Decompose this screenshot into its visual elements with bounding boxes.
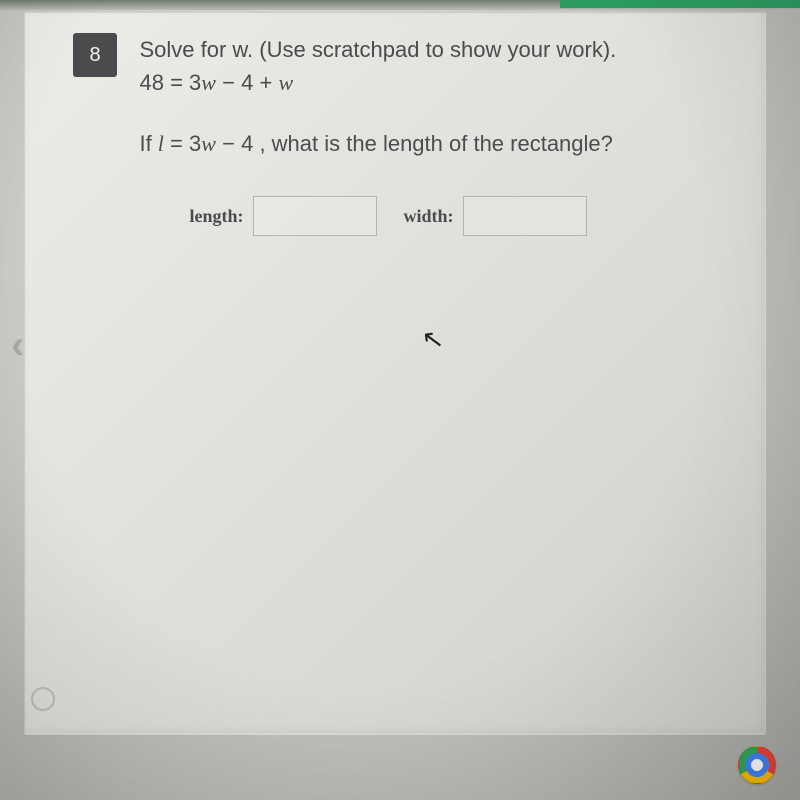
eq-c2: 4 [241,70,253,95]
eq-v1: w [201,70,216,95]
eq-equals: = [170,70,183,95]
eq-c1: 3 [189,70,201,95]
answer-row: length: width: [189,196,699,236]
eq2-l: l [158,131,164,156]
chrome-icon[interactable] [738,746,776,784]
eq-op2: + [259,70,272,95]
mouse-cursor-icon: ↖ [420,323,446,357]
second-prompt: If l = 3w − 4 , what is the length of th… [139,127,699,160]
width-label: width: [403,203,453,230]
question-text: Solve for w. (Use scratchpad to show you… [139,33,699,236]
if-prefix: If [139,131,157,156]
screen-background: ‹ 8 Solve for w. (Use scratchpad to show… [0,0,800,800]
top-accent-bar [560,0,800,8]
prev-chevron-icon[interactable]: ‹ [11,323,24,368]
width-input[interactable] [463,196,587,236]
eq-lhs: 48 [139,70,163,95]
eq2-c1: 3 [189,131,201,156]
eq-op1: − [222,70,235,95]
eq2-equals: = [170,131,183,156]
length-input[interactable] [253,196,377,236]
length-label: length: [189,203,243,230]
eq2-v1: w [201,131,216,156]
prompt-line-1: Solve for w. (Use scratchpad to show you… [139,33,699,66]
status-circle-icon [31,687,55,711]
eq2-op1: − [222,131,235,156]
eq-v2: w [278,70,293,95]
question-content: 8 Solve for w. (Use scratchpad to show y… [73,33,745,236]
question-card: ‹ 8 Solve for w. (Use scratchpad to show… [24,12,766,734]
left-rail: ‹ [25,13,53,733]
eq2-c2: 4 [241,131,253,156]
question-number-badge: 8 [73,33,117,77]
second-suffix: , what is the length of the rectangle? [253,131,613,156]
equation-line: 48 = 3w − 4 + w [139,66,699,99]
